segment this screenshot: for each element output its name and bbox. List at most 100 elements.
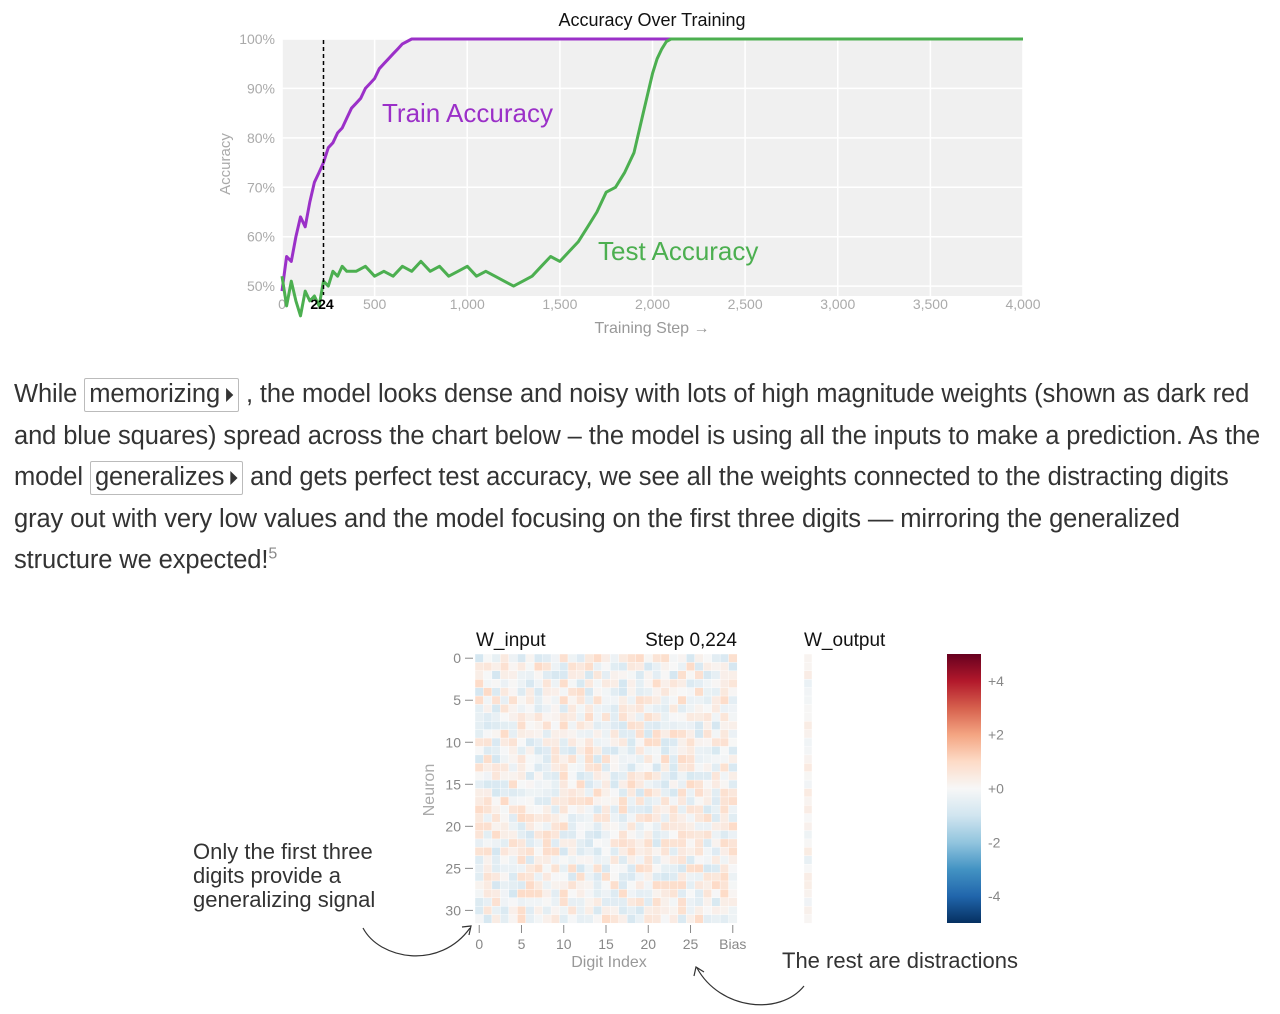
w-input-cell [719, 905, 729, 916]
w-input-cell [542, 863, 552, 873]
w-input-cell [643, 872, 653, 882]
w-input-cell [728, 788, 738, 798]
w-input-cell [500, 687, 510, 697]
w-input-cell [500, 712, 510, 722]
w-input-cell [626, 670, 636, 680]
w-input-cell [610, 771, 620, 781]
w-output-cell [803, 729, 813, 739]
w-input-cell [669, 662, 679, 672]
w-input-cell [542, 905, 552, 916]
w-input-cell [500, 662, 510, 672]
w-input-cell [643, 721, 653, 731]
w-input-cell [559, 670, 569, 680]
w-input-cell [474, 721, 484, 731]
w-input-cell [533, 905, 544, 916]
w-input-cell [618, 821, 628, 831]
w-input-cell [660, 897, 670, 907]
w-input-cell [517, 771, 527, 781]
footnote-marker[interactable]: 5 [268, 545, 278, 563]
w-input-cell [610, 813, 620, 823]
w-input-cell [542, 712, 552, 722]
w-input-cell [567, 821, 577, 831]
w-input-cell [719, 729, 729, 739]
memorizing-button[interactable]: memorizing ⏵ [84, 378, 239, 412]
y-tick-label: 80% [247, 130, 275, 146]
w-input-cell [491, 830, 501, 840]
w-input-cell [517, 821, 527, 831]
w-input-cell [686, 779, 696, 789]
w-input-cell [584, 838, 594, 848]
w-input-cell [533, 712, 544, 722]
w-input-cell [719, 779, 729, 789]
w-input-cell [643, 729, 653, 739]
w-input-cell [550, 737, 560, 747]
w-input-cell [686, 796, 696, 806]
w-input-cell [677, 830, 687, 840]
w-input-cell [635, 796, 645, 806]
w-input-cell [719, 679, 729, 689]
w-input-cell [702, 687, 713, 697]
w-input-cell [643, 830, 653, 840]
w-input-cell [626, 855, 636, 865]
w-input-cell [533, 880, 544, 890]
w-input-cell [702, 897, 713, 907]
w-input-cell [533, 771, 544, 781]
w-input-cell [694, 855, 704, 865]
w-input-cell [643, 847, 653, 857]
w-input-cell [677, 729, 687, 739]
w-input-cell [719, 855, 729, 865]
w-input-cell [660, 746, 670, 756]
w-input-cell [728, 914, 738, 924]
w-input-cell [677, 679, 687, 689]
w-input-cell [694, 729, 704, 739]
w-input-cell [635, 914, 645, 924]
w-input-cell [576, 737, 586, 747]
w-input-cell [567, 763, 577, 773]
w-input-cell [508, 805, 518, 815]
w-input-cell [567, 863, 577, 873]
w-input-cell [702, 779, 713, 789]
w-input-cell [525, 670, 535, 680]
generalizes-button[interactable]: generalizes ⏵ [89, 461, 244, 495]
x-tick-label: 500 [363, 296, 387, 312]
w-input-cell [576, 796, 586, 806]
w-input-cell [728, 855, 738, 865]
w-input-cell [525, 821, 535, 831]
w-input-cell [550, 880, 560, 890]
x-tick-label: 4,000 [1005, 296, 1040, 312]
w-input-cell [517, 679, 527, 689]
w-input-cell [525, 679, 535, 689]
w-input-cell [525, 863, 535, 873]
w-input-cell [694, 838, 704, 848]
w-input-cell [711, 830, 721, 840]
w-input-cell [593, 779, 603, 789]
w-input-cell [525, 889, 535, 899]
w-input-cell [584, 729, 594, 739]
w-input-cell [508, 754, 518, 764]
w-input-cell [601, 847, 611, 857]
w-input-cell [508, 872, 518, 882]
w-input-cell [626, 779, 636, 789]
w-input-cell [533, 872, 544, 882]
x-tick-label: 1,500 [542, 296, 577, 312]
w-input-cell [601, 796, 611, 806]
paragraph-text-2: , the model looks dense and noisy with l… [14, 380, 1261, 491]
w-input-cell [626, 729, 636, 739]
w-input-cell [635, 897, 645, 907]
w-input-cell [533, 763, 544, 773]
w-input-cell [610, 662, 620, 672]
w-input-cell [500, 670, 510, 680]
w-input-cell [474, 662, 484, 672]
w-input-cell [508, 889, 518, 899]
left-annotation: Only the first three digits provide a ge… [193, 839, 376, 912]
w-input-cell [677, 880, 687, 890]
w-input-cell [686, 872, 696, 882]
w-input-cell [601, 838, 611, 848]
w-input-cell [525, 805, 535, 815]
w-input-cell [610, 670, 620, 680]
w-input-cell [483, 838, 493, 848]
w-input-cell [559, 880, 569, 890]
w-input-cell [550, 872, 560, 882]
w-input-cell [610, 721, 620, 731]
w-input-cell [719, 813, 729, 823]
